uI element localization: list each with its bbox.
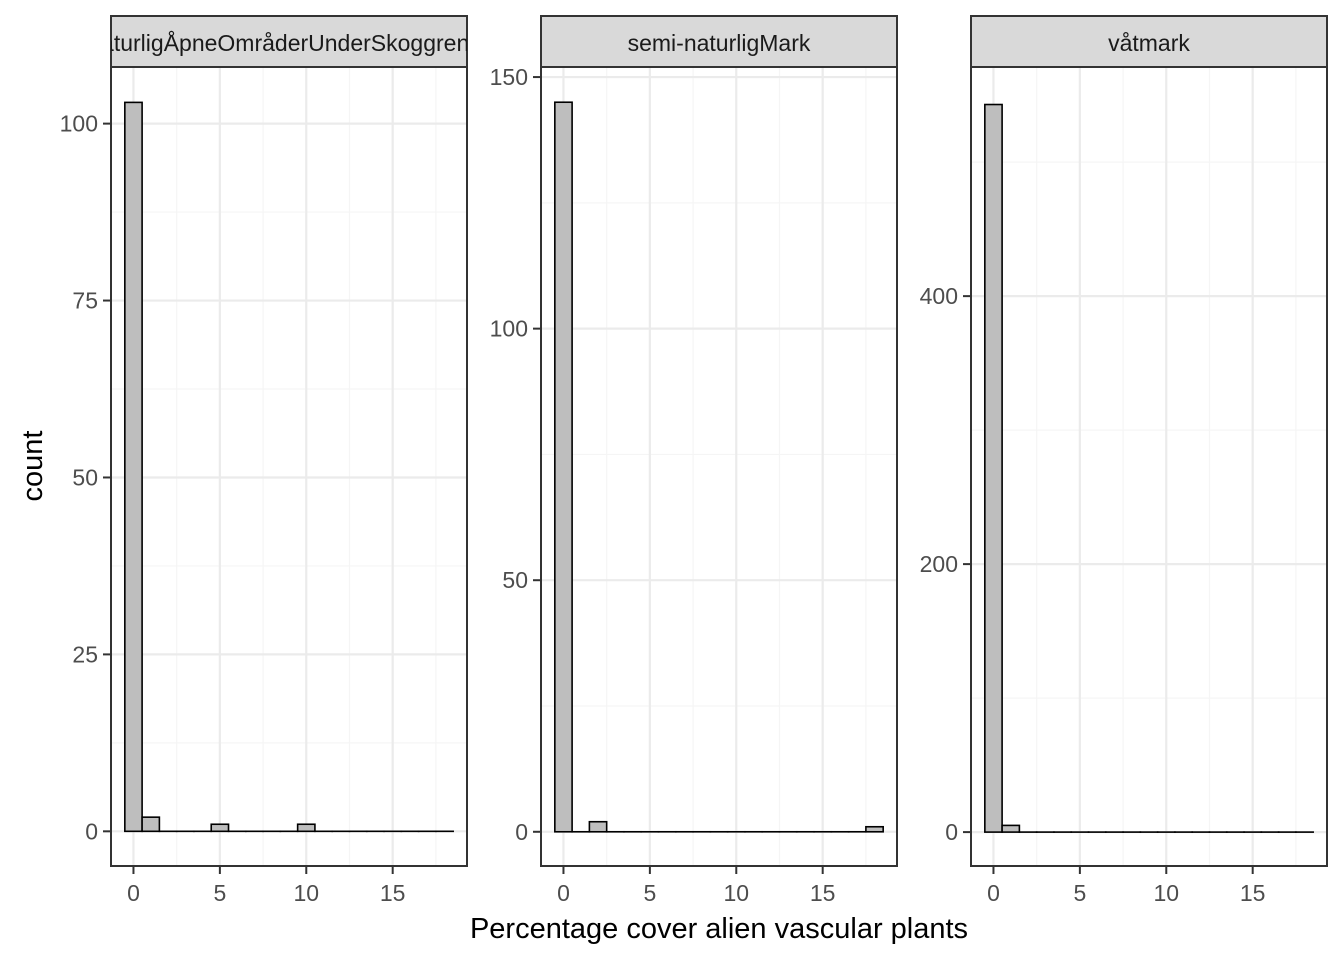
x-tick-label: 5 <box>1073 880 1086 906</box>
x-tick-label: 15 <box>1240 880 1266 906</box>
facet-title: NaturligÅpneOmråderUnderSkoggrensa <box>84 29 493 56</box>
histogram-bar <box>211 824 228 831</box>
y-tick-label: 400 <box>920 283 958 309</box>
histogram-bar <box>589 822 606 832</box>
panel-background <box>971 67 1327 866</box>
x-tick-label: 10 <box>293 880 319 906</box>
histogram-bar <box>985 105 1002 833</box>
y-tick-label: 0 <box>85 818 98 844</box>
y-tick-label: 0 <box>945 819 958 845</box>
facet-title: våtmark <box>1108 30 1190 56</box>
facet-panel-1: NaturligÅpneOmråderUnderSkoggrensa 0 5 10 15… <box>60 16 494 906</box>
x-tick-label: 10 <box>1153 880 1179 906</box>
y-tick-label: 150 <box>490 64 528 90</box>
y-tick-label: 100 <box>60 111 98 137</box>
histogram-bar <box>298 824 315 831</box>
y-tick-label: 50 <box>72 464 98 490</box>
y-tick-label: 75 <box>72 288 98 314</box>
x-tick-label: 10 <box>723 880 749 906</box>
y-tick-label: 200 <box>920 551 958 577</box>
x-tick-label: 0 <box>987 880 1000 906</box>
histogram-bar <box>866 827 883 832</box>
x-tick-label: 15 <box>380 880 406 906</box>
facet-panel-3: våtmark 0 5 10 15 0 200 400 <box>920 16 1327 906</box>
y-tick-label: 100 <box>490 316 528 342</box>
x-tick-label: 15 <box>810 880 836 906</box>
panel-background <box>111 67 467 866</box>
histogram-bar <box>142 817 159 831</box>
x-tick-label: 5 <box>213 880 226 906</box>
x-tick-label: 5 <box>643 880 656 906</box>
x-axis-title: Percentage cover alien vascular plants <box>470 913 968 945</box>
histogram-bar <box>125 102 142 831</box>
panel-background <box>541 67 897 866</box>
facet-title: semi-naturligMark <box>628 30 811 56</box>
histogram-bar <box>555 102 572 832</box>
x-tick-label: 0 <box>127 880 140 906</box>
histogram-bar <box>1002 825 1019 832</box>
y-tick-label: 50 <box>502 567 528 593</box>
y-tick-label: 25 <box>72 641 98 667</box>
y-tick-label: 0 <box>515 819 528 845</box>
x-tick-label: 0 <box>557 880 570 906</box>
y-axis-title: count <box>17 431 49 502</box>
